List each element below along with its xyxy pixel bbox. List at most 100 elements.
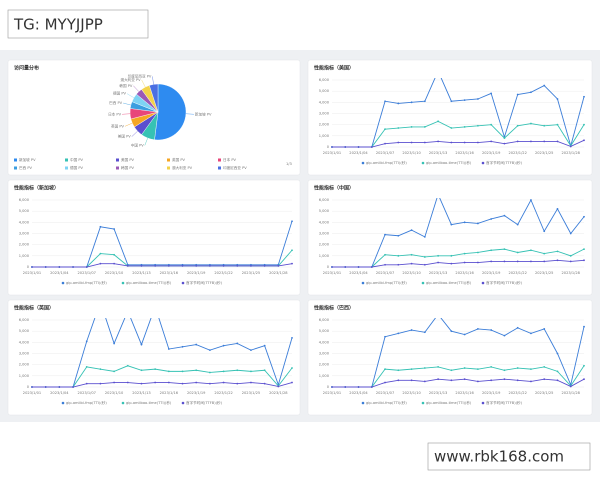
series-point xyxy=(503,214,506,217)
x-tick-label: 2023/1/25 xyxy=(535,271,553,275)
series-point xyxy=(397,127,400,129)
series-point xyxy=(490,260,493,263)
series-point xyxy=(530,249,532,252)
legend-label: gip-amiibi-fmp(TTI)(秒) xyxy=(366,280,407,285)
series-point xyxy=(476,222,479,225)
series-point xyxy=(450,330,453,333)
y-tick-label: 0 xyxy=(327,145,330,149)
series-point xyxy=(291,367,293,369)
series-point xyxy=(384,253,386,256)
series-point xyxy=(530,199,532,201)
x-tick-label: 2023/1/10 xyxy=(402,151,421,155)
series-point xyxy=(490,249,493,252)
legend-swatch xyxy=(121,401,125,405)
legend-swatch xyxy=(61,401,65,405)
legend-swatch xyxy=(181,281,185,285)
legend-swatch xyxy=(65,158,68,162)
series-point xyxy=(583,139,585,142)
panel xyxy=(307,59,593,176)
series-point xyxy=(463,261,466,264)
y-tick-label: 4,000 xyxy=(319,340,330,344)
series-point xyxy=(99,262,102,265)
series-point xyxy=(250,381,252,384)
x-tick-label: 2023/1/16 xyxy=(455,391,474,395)
series-point xyxy=(450,100,453,103)
series-line xyxy=(332,198,585,268)
series-point xyxy=(397,234,400,237)
legend-label: 美国 PV xyxy=(121,157,134,162)
series-point xyxy=(543,140,546,143)
series-point xyxy=(437,261,440,264)
legend-label: gip-amiibi-fmp(TTI)(秒) xyxy=(366,400,407,405)
x-tick-label: 2023/1/22 xyxy=(508,391,526,395)
series-point xyxy=(357,146,360,148)
series-point xyxy=(384,335,386,338)
series-point xyxy=(263,382,266,385)
x-tick-label: 2023/1/07 xyxy=(376,151,394,155)
legend-swatch xyxy=(361,161,365,165)
x-tick-label: 2023/1/04 xyxy=(349,151,368,155)
series-point xyxy=(113,262,116,265)
series-point xyxy=(263,264,266,267)
series-point xyxy=(113,381,116,384)
series-point xyxy=(423,263,426,266)
series-point xyxy=(583,248,585,251)
series-point xyxy=(556,123,559,126)
series-point xyxy=(370,146,373,148)
series-point xyxy=(384,128,386,131)
series-point xyxy=(543,328,546,330)
series-point xyxy=(543,84,546,87)
y-tick-label: 3,000 xyxy=(319,232,330,236)
series-point xyxy=(423,380,426,383)
series-point xyxy=(167,348,170,350)
legend-swatch xyxy=(167,166,170,170)
series-point xyxy=(556,98,559,100)
y-tick-label: 0 xyxy=(27,265,30,269)
x-tick-label: 2023/1/07 xyxy=(376,271,394,275)
legend-swatch xyxy=(14,166,17,170)
series-point xyxy=(195,343,198,346)
y-tick-label: 1,000 xyxy=(19,374,30,378)
x-tick-label: 2023/1/25 xyxy=(535,151,553,155)
series-point xyxy=(357,266,360,268)
series-point xyxy=(463,333,466,336)
panel-title: 性能指标（巴西） xyxy=(313,305,354,312)
pie-leader xyxy=(141,79,146,88)
y-tick-label: 4,000 xyxy=(319,220,330,224)
legend-swatch xyxy=(421,161,425,165)
legend-label: 德国 PV xyxy=(70,165,83,170)
series-point xyxy=(423,331,426,334)
panel xyxy=(307,299,593,416)
x-tick-label: 2023/1/13 xyxy=(429,391,447,395)
legend-label: gip-amiibao-time(TTI)(秒) xyxy=(126,400,172,405)
x-tick-label: 2023/1/28 xyxy=(562,271,581,275)
legend-swatch xyxy=(116,166,119,170)
series-point xyxy=(503,142,506,145)
series-point xyxy=(397,332,400,335)
y-tick-label: 0 xyxy=(27,385,30,389)
series-point xyxy=(291,262,293,265)
series-point xyxy=(85,266,88,268)
series-point xyxy=(370,266,373,268)
series-point xyxy=(140,264,143,267)
legend-label: 首字节时间(TTFB)(秒) xyxy=(186,400,223,405)
series-point xyxy=(208,382,211,385)
legend-swatch xyxy=(218,166,221,170)
legend-label: 首字节时间(TTFB)(秒) xyxy=(486,400,523,405)
series-point xyxy=(154,368,157,371)
x-tick-label: 2023/1/28 xyxy=(562,151,581,155)
series-point xyxy=(181,382,184,385)
pie-leader xyxy=(133,85,139,92)
series-point xyxy=(450,141,453,144)
x-tick-label: 2023/1/22 xyxy=(508,271,526,275)
x-tick-label: 2023/1/10 xyxy=(105,271,124,275)
series-point xyxy=(476,368,479,371)
series-point xyxy=(450,223,453,226)
series-point xyxy=(556,352,559,355)
y-tick-label: 3,000 xyxy=(319,112,330,116)
series-point xyxy=(410,141,413,144)
series-point xyxy=(530,332,532,335)
series-point xyxy=(384,233,386,236)
series-point xyxy=(556,370,559,373)
